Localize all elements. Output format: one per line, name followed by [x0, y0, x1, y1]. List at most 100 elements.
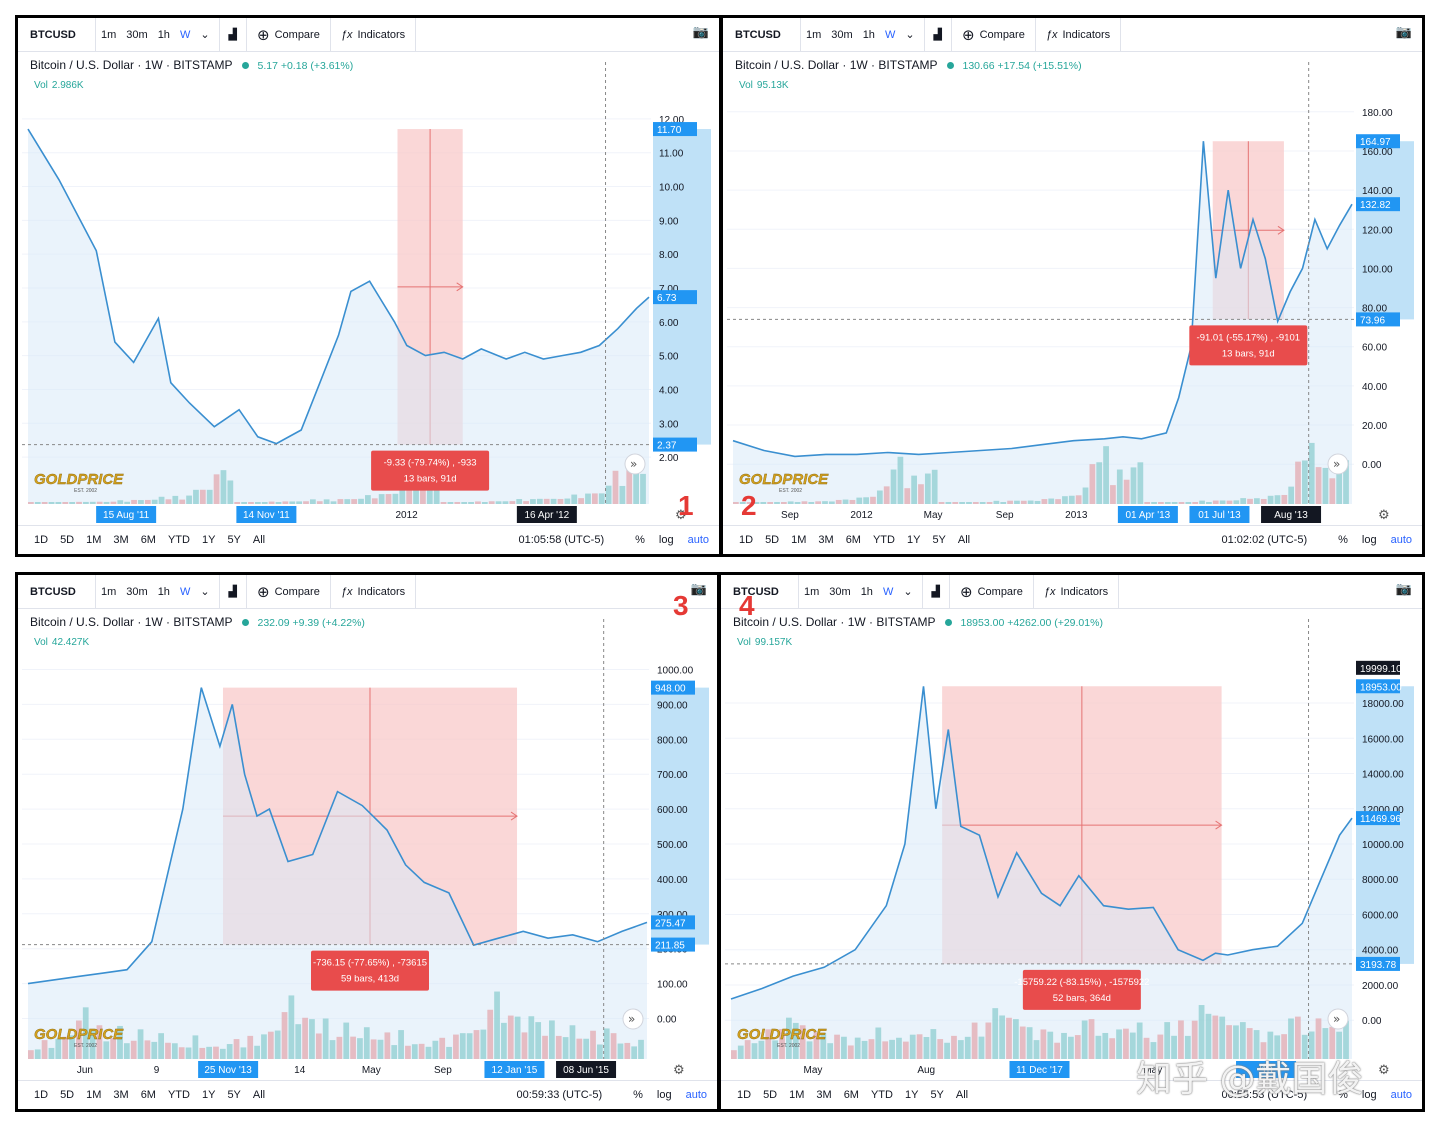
- range-5y[interactable]: 5Y: [930, 1089, 944, 1101]
- price-line[interactable]: [27, 687, 648, 985]
- range-all[interactable]: All: [955, 1089, 969, 1101]
- range-1y[interactable]: 1Y: [904, 1089, 919, 1101]
- range-1y[interactable]: 1Y: [201, 1089, 216, 1101]
- chart-type-icon[interactable]: ▟: [931, 586, 941, 598]
- camera-icon[interactable]: 📷: [690, 582, 707, 597]
- indicators-button[interactable]: ƒx Indicators: [335, 29, 411, 41]
- range-3m[interactable]: 3M: [113, 1089, 129, 1101]
- range-3m[interactable]: 3M: [818, 534, 834, 546]
- range-1m[interactable]: 1M: [791, 534, 807, 546]
- range-1d[interactable]: 1D: [739, 534, 754, 546]
- compare-button[interactable]: ⊕ Compare: [251, 583, 326, 601]
- interval-30m[interactable]: 30m: [126, 585, 148, 598]
- camera-icon[interactable]: 📷: [692, 25, 709, 40]
- range-1y[interactable]: 1Y: [201, 534, 216, 546]
- camera-icon[interactable]: 📷: [1395, 25, 1412, 40]
- scroll-right-button[interactable]: [622, 1008, 644, 1030]
- range-ytd[interactable]: YTD: [167, 1089, 190, 1101]
- interval-w[interactable]: W: [179, 585, 191, 598]
- price-line[interactable]: [732, 141, 1353, 458]
- log-toggle[interactable]: log: [658, 534, 674, 546]
- settings-gear-icon[interactable]: ⚙: [1378, 508, 1390, 523]
- range-ytd[interactable]: YTD: [167, 534, 190, 546]
- range-1m[interactable]: 1M: [86, 1089, 102, 1101]
- interval-30m[interactable]: 30m: [126, 28, 148, 41]
- range-all[interactable]: All: [252, 1089, 266, 1101]
- chart-type-icon[interactable]: ▟: [933, 29, 943, 41]
- range-6m[interactable]: 6M: [843, 1089, 859, 1101]
- range-1m[interactable]: 1M: [86, 534, 102, 546]
- range-5y[interactable]: 5Y: [932, 534, 946, 546]
- range-1m[interactable]: 1M: [789, 1089, 805, 1101]
- range-5y[interactable]: 5Y: [227, 534, 241, 546]
- interval-1m[interactable]: 1m: [804, 585, 820, 598]
- range-5y[interactable]: 5Y: [227, 1089, 241, 1101]
- indicators-button[interactable]: ƒx Indicators: [335, 586, 411, 598]
- interval-dropdown-icon[interactable]: ⌄: [905, 29, 915, 41]
- scroll-right-button[interactable]: [1327, 1008, 1349, 1030]
- scroll-right-button[interactable]: [624, 453, 646, 475]
- percent-toggle[interactable]: %: [635, 534, 645, 546]
- symbol-search[interactable]: BTCUSD: [721, 575, 799, 608]
- range-6m[interactable]: 6M: [140, 1089, 156, 1101]
- range-ytd[interactable]: YTD: [870, 1089, 893, 1101]
- auto-toggle[interactable]: auto: [1390, 534, 1412, 546]
- price-line[interactable]: [27, 128, 650, 445]
- interval-1m[interactable]: 1m: [101, 585, 117, 598]
- log-toggle[interactable]: log: [1361, 534, 1377, 546]
- range-5d[interactable]: 5D: [765, 534, 780, 546]
- interval-dropdown-icon[interactable]: ⌄: [903, 586, 913, 598]
- interval-1h[interactable]: 1h: [862, 28, 875, 41]
- range-1y[interactable]: 1Y: [906, 534, 921, 546]
- percent-toggle[interactable]: %: [1338, 1089, 1348, 1101]
- interval-dropdown-icon[interactable]: ⌄: [200, 586, 210, 598]
- auto-toggle[interactable]: auto: [687, 534, 709, 546]
- interval-30m[interactable]: 30m: [831, 28, 853, 41]
- percent-toggle[interactable]: %: [633, 1089, 643, 1101]
- range-5d[interactable]: 5D: [763, 1089, 778, 1101]
- percent-toggle[interactable]: %: [1338, 534, 1348, 546]
- chart-type-icon[interactable]: ▟: [228, 29, 238, 41]
- camera-icon[interactable]: 📷: [1395, 582, 1412, 597]
- interval-1h[interactable]: 1h: [157, 585, 170, 598]
- settings-gear-icon[interactable]: ⚙: [1378, 1063, 1390, 1078]
- price-line[interactable]: [730, 686, 1353, 1000]
- range-1d[interactable]: 1D: [34, 534, 49, 546]
- price-chart-svg[interactable]: 2.00 3.00 4.00 5.00 6.00 7.00 8.00 9.00 10.00 11.…: [18, 52, 713, 526]
- range-6m[interactable]: 6M: [845, 534, 861, 546]
- indicators-button[interactable]: ƒx Indicators: [1038, 586, 1114, 598]
- range-6m[interactable]: 6M: [140, 534, 156, 546]
- interval-1m[interactable]: 1m: [806, 28, 822, 41]
- indicators-button[interactable]: ƒx Indicators: [1040, 29, 1116, 41]
- interval-30m[interactable]: 30m: [829, 585, 851, 598]
- scroll-right-button[interactable]: [1327, 453, 1349, 475]
- compare-button[interactable]: ⊕ Compare: [251, 26, 326, 44]
- range-all[interactable]: All: [957, 534, 971, 546]
- settings-gear-icon[interactable]: ⚙: [675, 508, 687, 523]
- log-toggle[interactable]: log: [1361, 1089, 1377, 1101]
- range-all[interactable]: All: [252, 534, 266, 546]
- range-5d[interactable]: 5D: [60, 1089, 75, 1101]
- range-3m[interactable]: 3M: [113, 534, 129, 546]
- interval-1h[interactable]: 1h: [860, 585, 873, 598]
- chart-type-icon[interactable]: ▟: [228, 586, 238, 598]
- interval-w[interactable]: W: [882, 585, 894, 598]
- price-chart-svg[interactable]: 0.00100.00200.00300.00400.00500.00600.00…: [18, 609, 711, 1081]
- price-chart-svg[interactable]: 0.00 20.00 40.00 60.00 80.00 100.00 120.00 140.…: [723, 52, 1416, 526]
- interval-1h[interactable]: 1h: [157, 28, 170, 41]
- interval-dropdown-icon[interactable]: ⌄: [200, 29, 210, 41]
- symbol-search[interactable]: BTCUSD: [723, 18, 801, 51]
- symbol-search[interactable]: BTCUSD: [18, 575, 96, 608]
- symbol-search[interactable]: BTCUSD: [18, 18, 96, 51]
- log-toggle[interactable]: log: [656, 1089, 672, 1101]
- compare-button[interactable]: ⊕ Compare: [956, 26, 1031, 44]
- auto-toggle[interactable]: auto: [685, 1089, 707, 1101]
- interval-w[interactable]: W: [884, 28, 896, 41]
- range-3m[interactable]: 3M: [816, 1089, 832, 1101]
- range-5d[interactable]: 5D: [60, 534, 75, 546]
- interval-1m[interactable]: 1m: [101, 28, 117, 41]
- interval-w[interactable]: W: [179, 28, 191, 41]
- range-1d[interactable]: 1D: [737, 1089, 752, 1101]
- range-ytd[interactable]: YTD: [872, 534, 895, 546]
- price-chart-svg[interactable]: 0.00 2000.00 4000.00 6000.00 8000.00 10000.00…: [721, 609, 1416, 1081]
